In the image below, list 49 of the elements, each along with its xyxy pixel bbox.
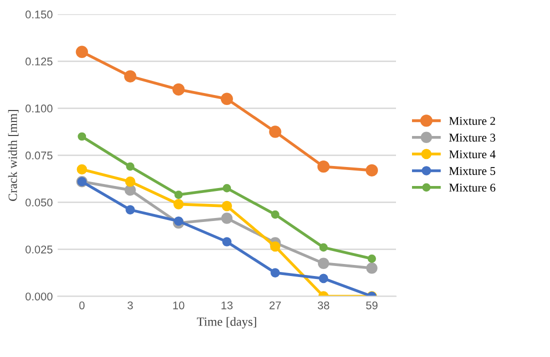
legend-label: Mixture 2 <box>449 116 496 125</box>
x-tick-label: 0 <box>79 301 85 310</box>
point <box>222 200 232 212</box>
y-tick-label: 0.125 <box>26 58 52 66</box>
x-tick-label: 13 <box>222 301 233 310</box>
y-tick-label: 0.150 <box>26 10 52 18</box>
point <box>222 184 232 192</box>
point <box>318 258 330 270</box>
point <box>174 216 184 226</box>
x-tick-label: 3 <box>128 301 133 310</box>
legend-label: Mixture 5 <box>449 167 496 175</box>
point <box>126 162 134 171</box>
x-axis-title: Time [days] <box>196 317 256 328</box>
legend-label: Mixture 6 <box>449 184 496 192</box>
x-tick-label: 38 <box>318 301 330 310</box>
point <box>174 190 183 199</box>
point <box>271 210 280 219</box>
y-tick-label: 0.025 <box>26 246 52 254</box>
y-tick-label: 0.000 <box>26 292 52 300</box>
point <box>76 164 88 175</box>
y-tick-label: 0.075 <box>26 152 52 160</box>
point <box>222 237 232 246</box>
point <box>125 176 136 187</box>
legend-label: Mixture 4 <box>449 150 496 158</box>
x-tick-label: 27 <box>270 301 281 310</box>
point <box>173 199 184 210</box>
point <box>318 274 328 284</box>
point <box>366 164 378 176</box>
x-tick-label: 59 <box>366 301 378 310</box>
y-tick-label: 0.100 <box>26 104 52 112</box>
point <box>317 160 330 173</box>
point <box>78 132 86 141</box>
point <box>270 241 280 252</box>
point <box>270 268 280 278</box>
legend-label: Mixture 3 <box>449 134 496 142</box>
y-axis-title: Crack width [mm] <box>8 110 19 201</box>
point <box>220 92 233 105</box>
point <box>366 262 378 274</box>
x-tick-label: 10 <box>173 301 184 310</box>
point <box>368 254 376 263</box>
point <box>124 70 136 82</box>
point <box>269 126 282 138</box>
point <box>172 83 185 96</box>
point <box>221 212 232 224</box>
point <box>126 205 135 214</box>
point <box>124 184 136 196</box>
point <box>76 46 88 58</box>
point <box>319 243 328 252</box>
y-tick-label: 0.050 <box>26 198 52 206</box>
